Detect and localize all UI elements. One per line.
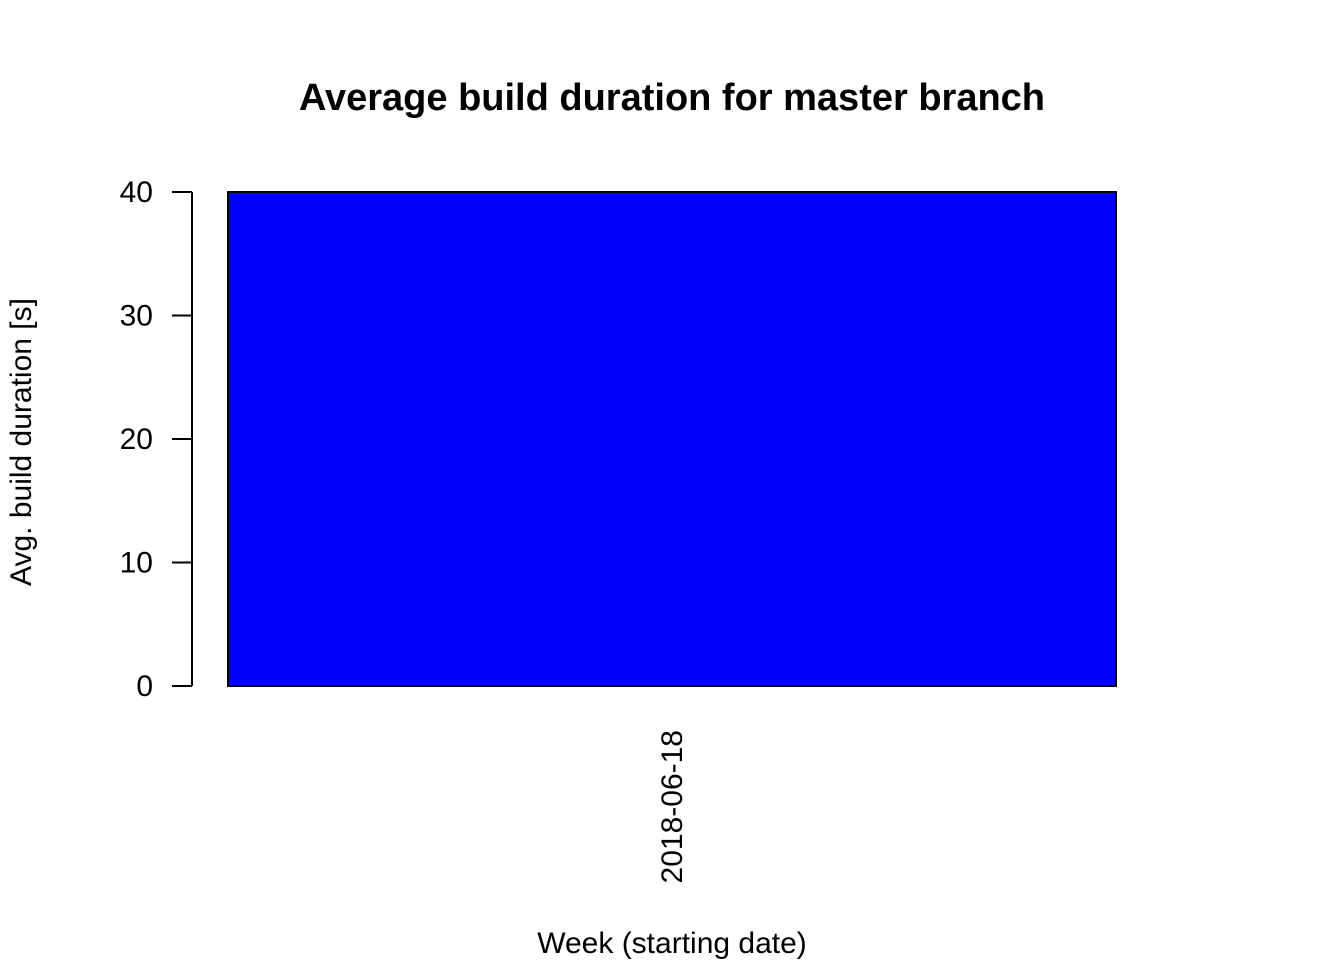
x-tick-label: 2018-06-18 [656,730,689,883]
x-axis-label: Week (starting date) [537,927,807,960]
y-tick-label: 10 [120,547,153,580]
y-axis-label: Avg. build duration [s] [5,298,38,586]
chart-title: Average build duration for master branch [299,77,1045,119]
y-tick-label: 30 [120,300,153,333]
y-tick-label: 0 [136,670,153,703]
y-tick-label: 40 [120,176,153,209]
bars-group [227,191,1117,687]
y-axis: 0 10 20 30 40 [120,176,193,703]
y-tick-label: 20 [120,423,153,456]
x-tick-labels: 2018-06-18 [656,730,689,883]
bar-2018-06-18 [227,191,1117,687]
